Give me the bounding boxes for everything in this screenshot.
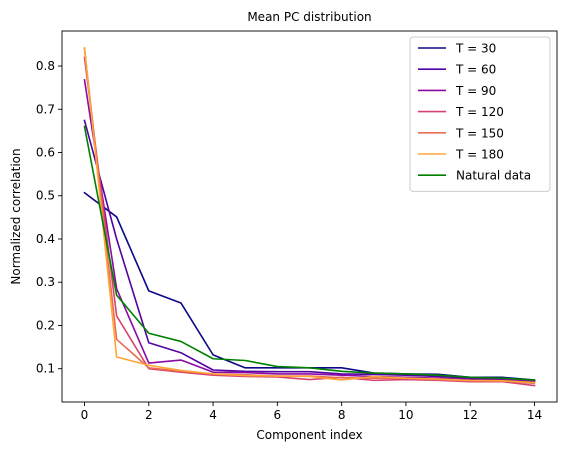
y-tick-label: 0.8 bbox=[36, 59, 55, 73]
y-tick-label: 0.6 bbox=[36, 146, 55, 160]
legend: T = 30 T = 60 T = 90 T = 120 T = 150 T = 180 N… bbox=[409, 36, 551, 192]
y-axis-label: Normalized correlation bbox=[9, 148, 23, 284]
plot-area: 0 2 4 6 8 10 12 14 0.1 0.2 0.3 0.4 0.5 0.6 0.7 0.8 bbox=[36, 30, 558, 422]
legend-label: T = 60 bbox=[455, 63, 496, 77]
x-tick-label: 2 bbox=[145, 408, 153, 422]
x-tick-label: 6 bbox=[274, 408, 282, 422]
y-tick-label: 0.2 bbox=[36, 318, 55, 332]
x-tick-label: 14 bbox=[527, 408, 542, 422]
x-axis-label: Component index bbox=[256, 428, 362, 442]
y-tick-label: 0.4 bbox=[36, 232, 55, 246]
x-tick-label: 10 bbox=[398, 408, 413, 422]
legend-box bbox=[409, 36, 551, 192]
x-tick-label: 12 bbox=[463, 408, 478, 422]
y-tick-label: 0.5 bbox=[36, 189, 55, 203]
x-tick-label: 0 bbox=[81, 408, 89, 422]
series-line-4 bbox=[83, 56, 536, 387]
series-line-3 bbox=[83, 78, 536, 383]
legend-label: Natural data bbox=[456, 169, 531, 183]
legend-label: T = 180 bbox=[455, 148, 504, 162]
y-tick-label: 0.1 bbox=[36, 362, 55, 376]
x-tick-label: 8 bbox=[338, 408, 346, 422]
legend-label: T = 30 bbox=[455, 42, 496, 56]
chart-title: Mean PC distribution bbox=[247, 10, 371, 24]
legend-label: T = 90 bbox=[455, 84, 496, 98]
y-tick-label: 0.3 bbox=[36, 275, 55, 289]
x-tick-label: 4 bbox=[209, 408, 217, 422]
legend-label: T = 150 bbox=[455, 126, 504, 140]
series-line-7 bbox=[83, 125, 536, 381]
series-line-6 bbox=[83, 46, 536, 384]
legend-label: T = 120 bbox=[455, 105, 504, 119]
axes-frame bbox=[61, 30, 558, 403]
series-line-2 bbox=[83, 119, 536, 382]
y-tick-label: 0.7 bbox=[36, 102, 55, 116]
